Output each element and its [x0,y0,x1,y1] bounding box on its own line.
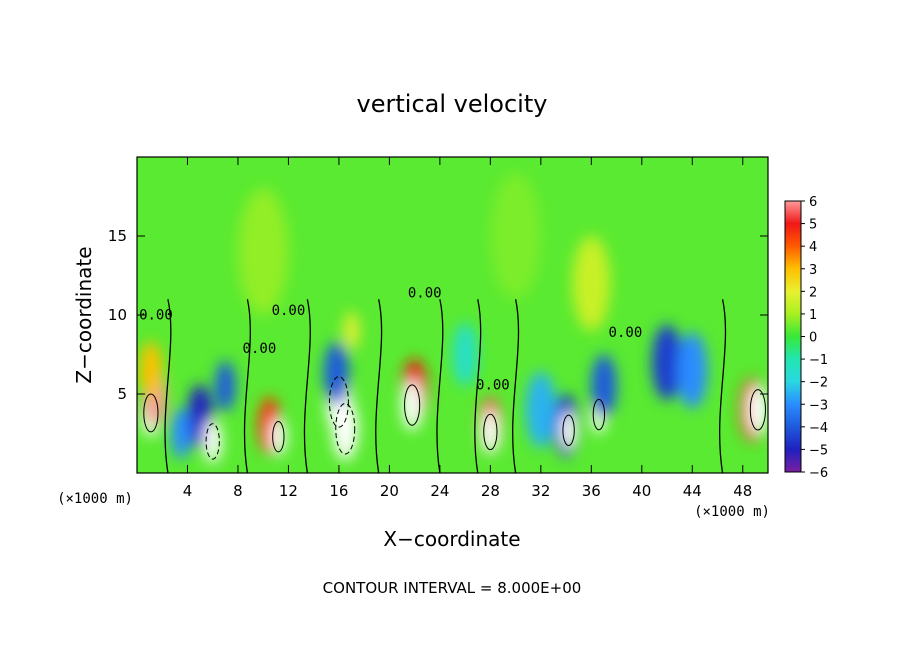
zero-contour-8 [303,299,311,473]
x-tick-label-8: 36 [582,482,601,500]
field-cell-19 [561,411,577,450]
zero-contour-11 [375,299,383,473]
zero-contour-2 [164,299,172,473]
field-cell-6 [171,408,192,459]
field-cell-26 [747,384,768,436]
colorbar-tick-label-11: −5 [809,443,828,458]
field-cell-16 [481,409,500,455]
contour-loop-8 [592,398,606,431]
field-cell-28 [237,188,289,315]
colorbar-tick-label-5: 1 [809,308,817,323]
x-axis-label: X−coordinate [383,527,520,551]
x-unit-right: (×1000 m) [694,504,770,520]
field-cell-2 [139,341,163,399]
zero-contour-6 [243,299,251,473]
contour-label-4: 0.00 [476,377,510,393]
colorbar-tick-label-0: 6 [809,195,817,210]
colorbar-tick-label-2: 4 [809,240,817,255]
field-cell-5 [215,360,236,412]
field-cell-21 [591,354,617,418]
contour-label-1: 0.00 [243,341,277,357]
contour-loop-4 [335,402,356,455]
y-tick-label-2: 15 [108,227,127,245]
field-cell-8 [270,417,286,456]
contour-loop-3 [328,376,349,428]
colorbar-strip [785,201,801,472]
x-tick-label-5: 24 [430,482,449,500]
colorbar-tick-label-12: −6 [809,466,828,481]
contour-loop-6 [483,413,498,451]
colorbar-tick-label-7: −1 [809,353,828,368]
field-cell-4 [203,419,222,464]
contour-loop-5 [404,384,421,426]
x-tick-label-0: 4 [183,482,193,500]
zero-contour-16 [512,299,520,473]
colorbar-tick-label-8: −2 [809,376,828,391]
heatmap-field [137,157,768,473]
y-axis-label: Z−coordinate [72,246,96,383]
field-cell-11 [323,341,350,406]
colorbar-ticks: 6 5 4 3 2 1 0 −1 −2 −3 −4 −5 −6 [801,195,828,481]
contour-loop-2 [272,420,285,453]
field-cell-24 [677,332,708,409]
colorbar-tick-label-3: 3 [809,263,817,278]
field-cell-10 [332,397,358,461]
contour-label-0: 0.00 [139,308,173,324]
contour-labels: 0.00 0.00 0.00 0.00 0.00 0.00 [139,286,642,394]
x-tick-label-9: 40 [632,482,651,500]
x-tick-label-6: 28 [481,482,500,500]
contour-loop-7 [562,414,575,447]
zero-contour-14 [474,299,482,473]
x-tick-label-2: 12 [279,482,298,500]
x-tick-label-4: 20 [380,482,399,500]
colorbar [784,200,802,473]
contour-label-3: 0.00 [408,286,442,302]
field-blobs [139,172,768,464]
x-axis-ticks: 4 8 12 16 20 24 28 32 36 40 44 48 [183,157,752,500]
field-cell-27 [572,236,611,331]
x-tick-label-11: 48 [733,482,752,500]
y-tick-label-1: 10 [108,306,127,324]
field-background [137,157,768,473]
colorbar-tick-label-4: 2 [809,285,817,300]
x-tick-label-10: 44 [683,482,702,500]
colorbar-tick-label-10: −4 [809,421,828,436]
x-tick-label-3: 16 [329,482,348,500]
x-unit-left: (×1000 m) [57,491,133,507]
contour-interval-note: CONTOUR INTERVAL = 8.000E+00 [323,579,582,597]
contour-label-5: 0.00 [609,325,643,341]
x-tick-label-7: 32 [531,482,550,500]
chart-title: vertical velocity [357,90,548,118]
field-cell-12 [343,311,360,350]
colorbar-tick-label-6: 0 [809,331,817,346]
colorbar-tick-label-9: −3 [809,398,828,413]
contour-loop-9 [749,389,766,431]
field-cell-29 [490,172,541,300]
x-tick-label-1: 8 [233,482,243,500]
contour-loop-0 [143,393,159,433]
zero-contour-23 [719,299,727,473]
colorbar-tick-label-1: 5 [809,218,817,233]
y-tick-label-0: 5 [117,385,127,403]
zero-contour-13 [436,299,444,473]
contour-lines [143,299,766,473]
contour-label-2: 0.00 [272,303,306,319]
contour-loop-1 [205,423,220,460]
field-cell-23 [651,324,683,401]
field-cell-22 [525,371,556,448]
field-cell-17 [452,322,478,387]
field-cell-14 [402,379,423,431]
y-axis-ticks: 5 10 15 [108,227,768,403]
